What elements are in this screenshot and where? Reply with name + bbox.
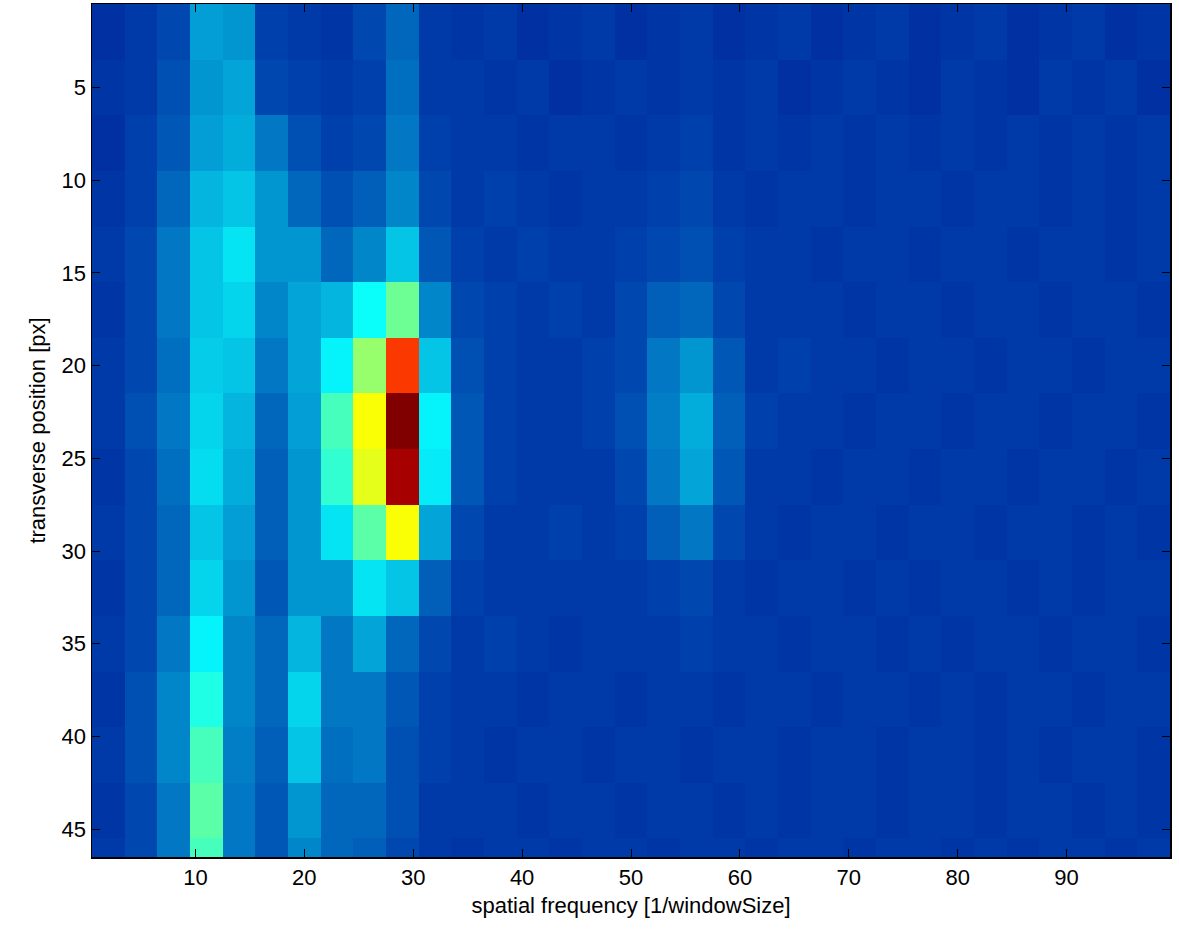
svg-text:transverse position [px]: transverse position [px] [25, 317, 50, 543]
svg-text:25: 25 [62, 446, 86, 471]
svg-text:40: 40 [510, 865, 534, 890]
svg-text:80: 80 [945, 865, 969, 890]
svg-text:15: 15 [62, 261, 86, 286]
svg-text:10: 10 [183, 865, 207, 890]
svg-text:30: 30 [62, 539, 86, 564]
svg-text:5: 5 [74, 75, 86, 100]
svg-text:20: 20 [292, 865, 316, 890]
svg-text:spatial frequency [1/windowSiz: spatial frequency [1/windowSize] [471, 893, 790, 918]
svg-text:30: 30 [401, 865, 425, 890]
svg-text:20: 20 [62, 353, 86, 378]
svg-text:35: 35 [62, 631, 86, 656]
svg-text:40: 40 [62, 724, 86, 749]
svg-text:10: 10 [62, 168, 86, 193]
svg-text:70: 70 [837, 865, 861, 890]
svg-text:45: 45 [62, 817, 86, 842]
svg-text:90: 90 [1054, 865, 1078, 890]
svg-text:50: 50 [619, 865, 643, 890]
svg-text:60: 60 [728, 865, 752, 890]
